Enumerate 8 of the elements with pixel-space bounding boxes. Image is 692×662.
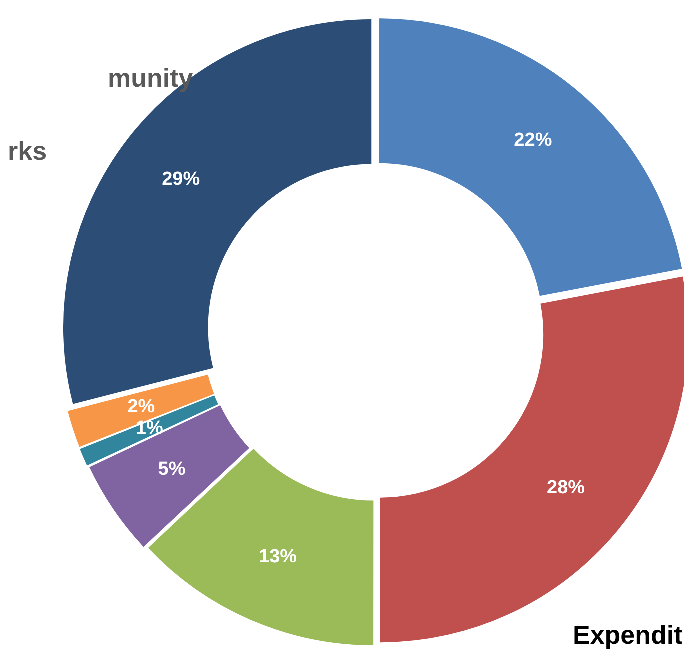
data-label: 13% — [259, 546, 298, 568]
data-label: 2% — [128, 396, 156, 418]
text: rks — [8, 136, 48, 167]
data-label: 22% — [514, 130, 552, 152]
data-label: 5% — [158, 458, 186, 480]
text: Expendit — [573, 620, 683, 651]
data-label: 29% — [162, 169, 200, 190]
data-label: 28% — [547, 477, 586, 498]
